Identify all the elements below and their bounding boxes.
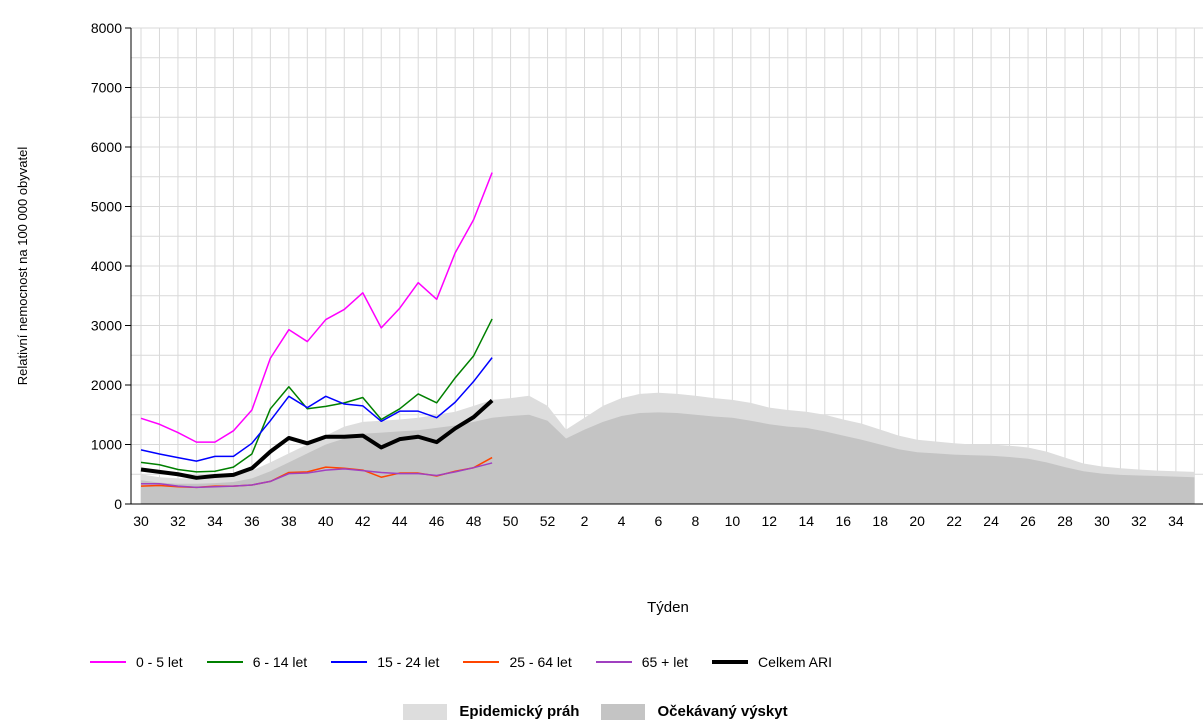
x-tick-label: 26 [1020,513,1036,529]
x-tick-label: 52 [540,513,556,529]
x-tick-label: 46 [429,513,445,529]
x-tick-label: 28 [1057,513,1073,529]
y-axis-title: Relativní nemocnost na 100 000 obyvatel [15,147,30,386]
x-tick-label: 36 [244,513,260,529]
x-tick-label: 32 [1131,513,1147,529]
y-tick-label: 2000 [91,377,122,393]
x-tick-label: 18 [872,513,888,529]
y-tick-label: 6000 [91,139,122,155]
series-0-5-let [140,172,493,443]
x-tick-label: 2 [581,513,589,529]
x-tick-label: 6 [655,513,663,529]
x-axis-title: Týden [647,599,689,616]
legend-swatch [90,661,126,663]
x-tick-label: 34 [207,513,223,529]
x-tick-label: 42 [355,513,371,529]
x-tick-labels: 30 32 34 36 38 40 42 44 46 48 50 52 2 4 6 8 10 12 14 16 18 20… [133,513,1184,529]
series-celkem-ari [140,398,494,480]
y-tick-labels: 0 1000 2000 3000 4000 5000 6000 7000 8000 [91,20,122,512]
legend-item: Epidemický práh [403,703,579,720]
legend-swatch [331,661,368,663]
legend-label: 0 - 5 let [136,654,183,670]
x-tick-label: 30 [133,513,149,529]
legend-item: Očekávaný výskyt [601,703,788,720]
series-15-24-let [140,357,493,462]
legend-item: 65 + let [595,654,689,670]
legend-label: Epidemický práh [459,703,580,720]
chart: 0 1000 2000 3000 4000 5000 6000 7000 8000 30 32 34… [15,20,1203,616]
y-tick-label: 8000 [91,20,122,36]
legend-label: 15 - 24 let [377,654,440,670]
x-tick-label: 10 [725,513,741,529]
x-tick-label: 30 [1094,513,1110,529]
series-65-let [141,462,493,489]
x-tick-label: 32 [170,513,186,529]
y-tick-label: 4000 [91,258,122,274]
legend-label: 65 + let [641,654,689,670]
x-tick-label: 44 [392,513,408,529]
legend-item: 15 - 24 let [331,654,439,670]
legend-swatch [403,703,448,720]
legend-swatch [206,661,243,663]
legend-label: 25 - 64 let [509,654,572,670]
legend-item: Celkem ARI [712,654,832,670]
series-6-14-let [140,318,493,473]
area-o-ek-van-v-skyt [141,412,1195,504]
x-tick-label: 24 [983,513,999,529]
x-tick-label: 14 [798,513,814,529]
x-tick-label: 8 [692,513,700,529]
x-tick-label: 34 [1168,513,1184,529]
x-tick-label: 12 [762,513,778,529]
area-series [141,392,1195,504]
x-tick-label: 4 [618,513,626,529]
legend-label: Celkem ARI [758,654,832,670]
legend-item: 6 - 14 let [206,654,308,670]
y-tick-label: 3000 [91,318,122,334]
x-tick-label: 38 [281,513,297,529]
y-tick-label: 0 [114,496,122,512]
legend-swatch [601,703,646,720]
legend-label: 6 - 14 let [252,654,308,670]
y-tick-label: 1000 [91,437,122,453]
y-tick-label: 5000 [91,199,122,215]
y-tick-label: 7000 [91,80,122,96]
legend-swatch [712,660,749,664]
legend-swatch [595,661,632,663]
x-tick-label: 20 [909,513,925,529]
legend-areas: Epidemický práh Očekávaný výskyt [0,703,1203,720]
legend-item: 0 - 5 let [90,654,183,670]
axes [125,27,1203,505]
line-series [140,172,494,489]
x-tick-label: 50 [503,513,519,529]
legend-swatch [463,661,500,663]
legend-item: 25 - 64 let [463,654,572,670]
x-tick-label: 40 [318,513,334,529]
x-tick-label: 22 [946,513,962,529]
legend-lines: 0 - 5 let 6 - 14 let 15 - 24 let 25 - 64 le… [0,654,1203,670]
legend-label: Očekávaný výskyt [657,703,788,720]
x-tick-label: 16 [835,513,851,529]
x-tick-label: 48 [466,513,482,529]
